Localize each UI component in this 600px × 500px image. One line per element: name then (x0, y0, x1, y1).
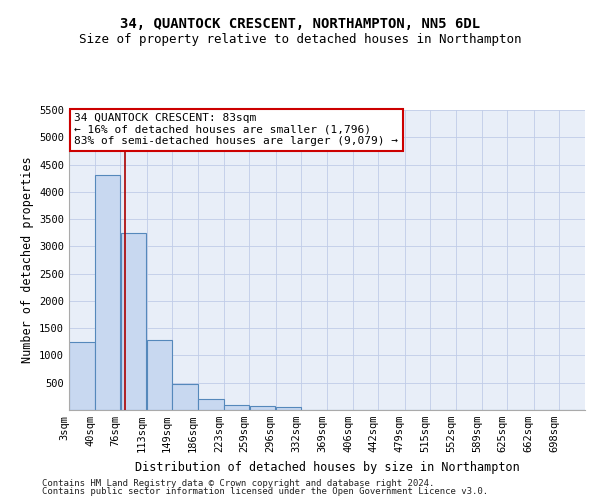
Bar (69, 342, 95, 410)
Y-axis label: Number of detached properties: Number of detached properties (20, 156, 34, 364)
Bar (95, 176, 120, 410)
Text: 34 QUANTOCK CRESCENT: 83sqm
← 16% of detached houses are smaller (1,796)
83% of : 34 QUANTOCK CRESCENT: 83sqm ← 16% of det… (74, 113, 398, 146)
Bar (250, 406, 275, 410)
Bar (276, 408, 301, 410)
Bar (172, 384, 198, 410)
Text: Size of property relative to detached houses in Northampton: Size of property relative to detached ho… (79, 32, 521, 46)
Bar (147, 340, 172, 410)
Bar (198, 398, 224, 410)
Text: Contains HM Land Registry data © Crown copyright and database right 2024.: Contains HM Land Registry data © Crown c… (42, 478, 434, 488)
Text: 34, QUANTOCK CRESCENT, NORTHAMPTON, NN5 6DL: 34, QUANTOCK CRESCENT, NORTHAMPTON, NN5 … (120, 18, 480, 32)
Bar (224, 405, 249, 410)
Bar (121, 232, 146, 410)
X-axis label: Distribution of detached houses by size in Northampton: Distribution of detached houses by size … (134, 460, 520, 473)
Text: Contains public sector information licensed under the Open Government Licence v3: Contains public sector information licen… (42, 487, 488, 496)
